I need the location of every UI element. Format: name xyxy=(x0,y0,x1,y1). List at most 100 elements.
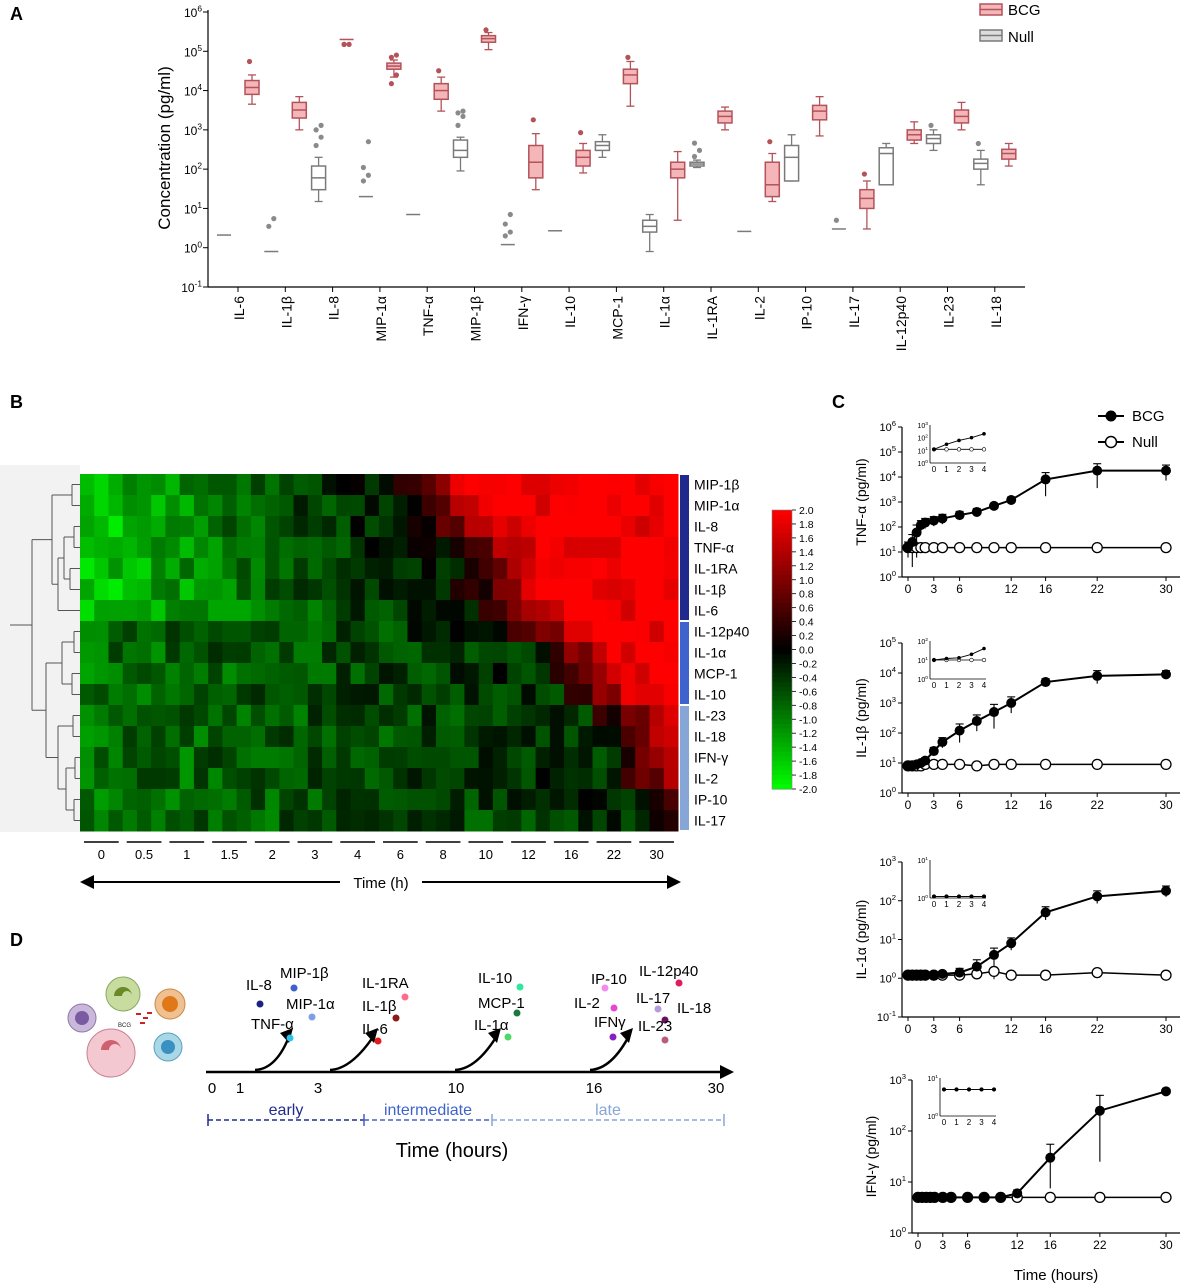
heatmap-cell xyxy=(635,600,651,622)
heatmap-cell xyxy=(421,621,437,643)
heatmap-cell xyxy=(236,726,252,748)
heatmap-cell xyxy=(492,789,508,811)
heatmap-cell xyxy=(293,600,309,622)
heatmap-cell xyxy=(635,537,651,559)
colorbar-segment xyxy=(772,723,792,730)
heatmap-cell xyxy=(364,579,380,601)
heatmap-cell xyxy=(350,495,366,517)
row-label: IL-1β xyxy=(694,582,726,598)
heatmap-cell xyxy=(578,642,594,664)
heatmap-cell xyxy=(592,600,608,622)
heatmap-cell xyxy=(250,663,266,685)
heatmap-cell xyxy=(265,495,280,517)
heatmap-cell xyxy=(435,684,451,706)
x-tick-label: 3 xyxy=(930,798,937,812)
heatmap-cell xyxy=(151,810,166,832)
heatmap-cell xyxy=(364,516,380,538)
heatmap-cell xyxy=(621,495,636,517)
colorbar-segment xyxy=(772,565,792,572)
colorbar-segment xyxy=(772,635,792,641)
heatmap-cell xyxy=(492,726,508,748)
heatmap-cell xyxy=(535,642,551,664)
bcg-point xyxy=(1092,891,1103,902)
boxes xyxy=(217,27,1017,253)
outlier-point xyxy=(460,113,466,120)
heatmap-cell xyxy=(122,642,138,664)
heatmap-cell xyxy=(606,474,622,496)
cytokine-dot xyxy=(374,1037,382,1045)
heatmap-cell xyxy=(279,537,295,559)
heatmap-cell xyxy=(322,600,337,622)
heatmap-cell xyxy=(350,768,366,790)
inset-x-tick-label: 4 xyxy=(982,465,987,474)
heatmap-cell xyxy=(108,558,124,580)
colorbar-segment xyxy=(772,528,792,534)
boxplot-panel: Concentration (pg/ml) 106 105 104 103 102 101… xyxy=(155,2,1041,351)
heatmap-cell xyxy=(136,768,152,790)
colorbar-segment xyxy=(772,542,792,548)
heatmap-cell xyxy=(136,495,152,517)
heatmap-cell xyxy=(521,621,537,643)
heatmap-cell xyxy=(464,810,480,832)
heatmap-cell xyxy=(606,537,622,559)
heatmap-cell xyxy=(663,516,679,538)
bcg-point xyxy=(971,961,982,972)
y-tick-label: 101 xyxy=(889,1174,906,1189)
row-label: MCP-1 xyxy=(694,666,738,682)
heatmap-cell xyxy=(80,810,95,832)
y-tick-label: 101 xyxy=(879,932,896,947)
heatmap-cell xyxy=(407,684,423,706)
inset-x-tick-label: 4 xyxy=(982,681,987,690)
outlier-point xyxy=(507,229,513,235)
outlier-point xyxy=(691,140,698,146)
x-tick-label: IP-10 xyxy=(799,296,815,330)
outlier-point xyxy=(365,139,371,145)
legend-label-null: Null xyxy=(1008,29,1034,46)
heatmap-cell xyxy=(621,747,636,769)
x-tick-label: 30 xyxy=(1159,1238,1173,1252)
inset-0: 100 101 102 103 0 1 2 3 4 xyxy=(917,421,991,474)
heatmap-cell xyxy=(80,684,95,706)
box xyxy=(764,161,781,198)
heatmap-cell xyxy=(364,768,380,790)
heatmap-cell xyxy=(108,537,124,559)
heatmap-cell xyxy=(663,474,679,496)
heatmap-cell xyxy=(621,663,636,685)
heatmap-cell xyxy=(293,789,309,811)
heatmap-cell xyxy=(464,516,480,538)
heatmap-cell xyxy=(564,810,579,832)
heatmap-cell xyxy=(222,663,238,685)
heatmap-cell xyxy=(549,642,565,664)
inset-bcg-point xyxy=(967,1087,971,1092)
heatmap-cell xyxy=(307,684,323,706)
heatmap-cell xyxy=(535,579,551,601)
heatmap-cell xyxy=(478,747,494,769)
heatmap-cell xyxy=(621,621,636,643)
inset-bcg-point xyxy=(932,658,936,662)
heatmap-cell xyxy=(236,789,252,811)
time-arrow-left-head xyxy=(80,875,94,889)
phase-label-intermediate: intermediate xyxy=(384,1102,472,1119)
heatmap-cell xyxy=(265,726,280,748)
heatmap-cell xyxy=(236,705,252,727)
heatmap-cell xyxy=(492,495,508,517)
bcg-point xyxy=(954,725,965,736)
heatmap-cell xyxy=(435,642,451,664)
outlier-point xyxy=(833,217,840,223)
heatmap-cell xyxy=(393,810,408,832)
colorbar-tick-label: -0.8 xyxy=(799,700,817,712)
outlier-point xyxy=(460,108,466,114)
heatmap-cell xyxy=(421,789,437,811)
bcg-point xyxy=(979,1192,990,1203)
heatmap-cell xyxy=(621,726,636,748)
heatmap-cell xyxy=(621,684,636,706)
x-tick-label: 3 xyxy=(939,1238,946,1252)
y-tick-label: 10-1 xyxy=(181,279,202,295)
heatmap-cell xyxy=(492,663,508,685)
heatmap-cell xyxy=(250,810,266,832)
heatmap-cell xyxy=(663,810,679,832)
colorbar-tick-label: 1.0 xyxy=(799,575,814,587)
row-label: IL-17 xyxy=(694,813,726,829)
heatmap-cell xyxy=(165,684,181,706)
